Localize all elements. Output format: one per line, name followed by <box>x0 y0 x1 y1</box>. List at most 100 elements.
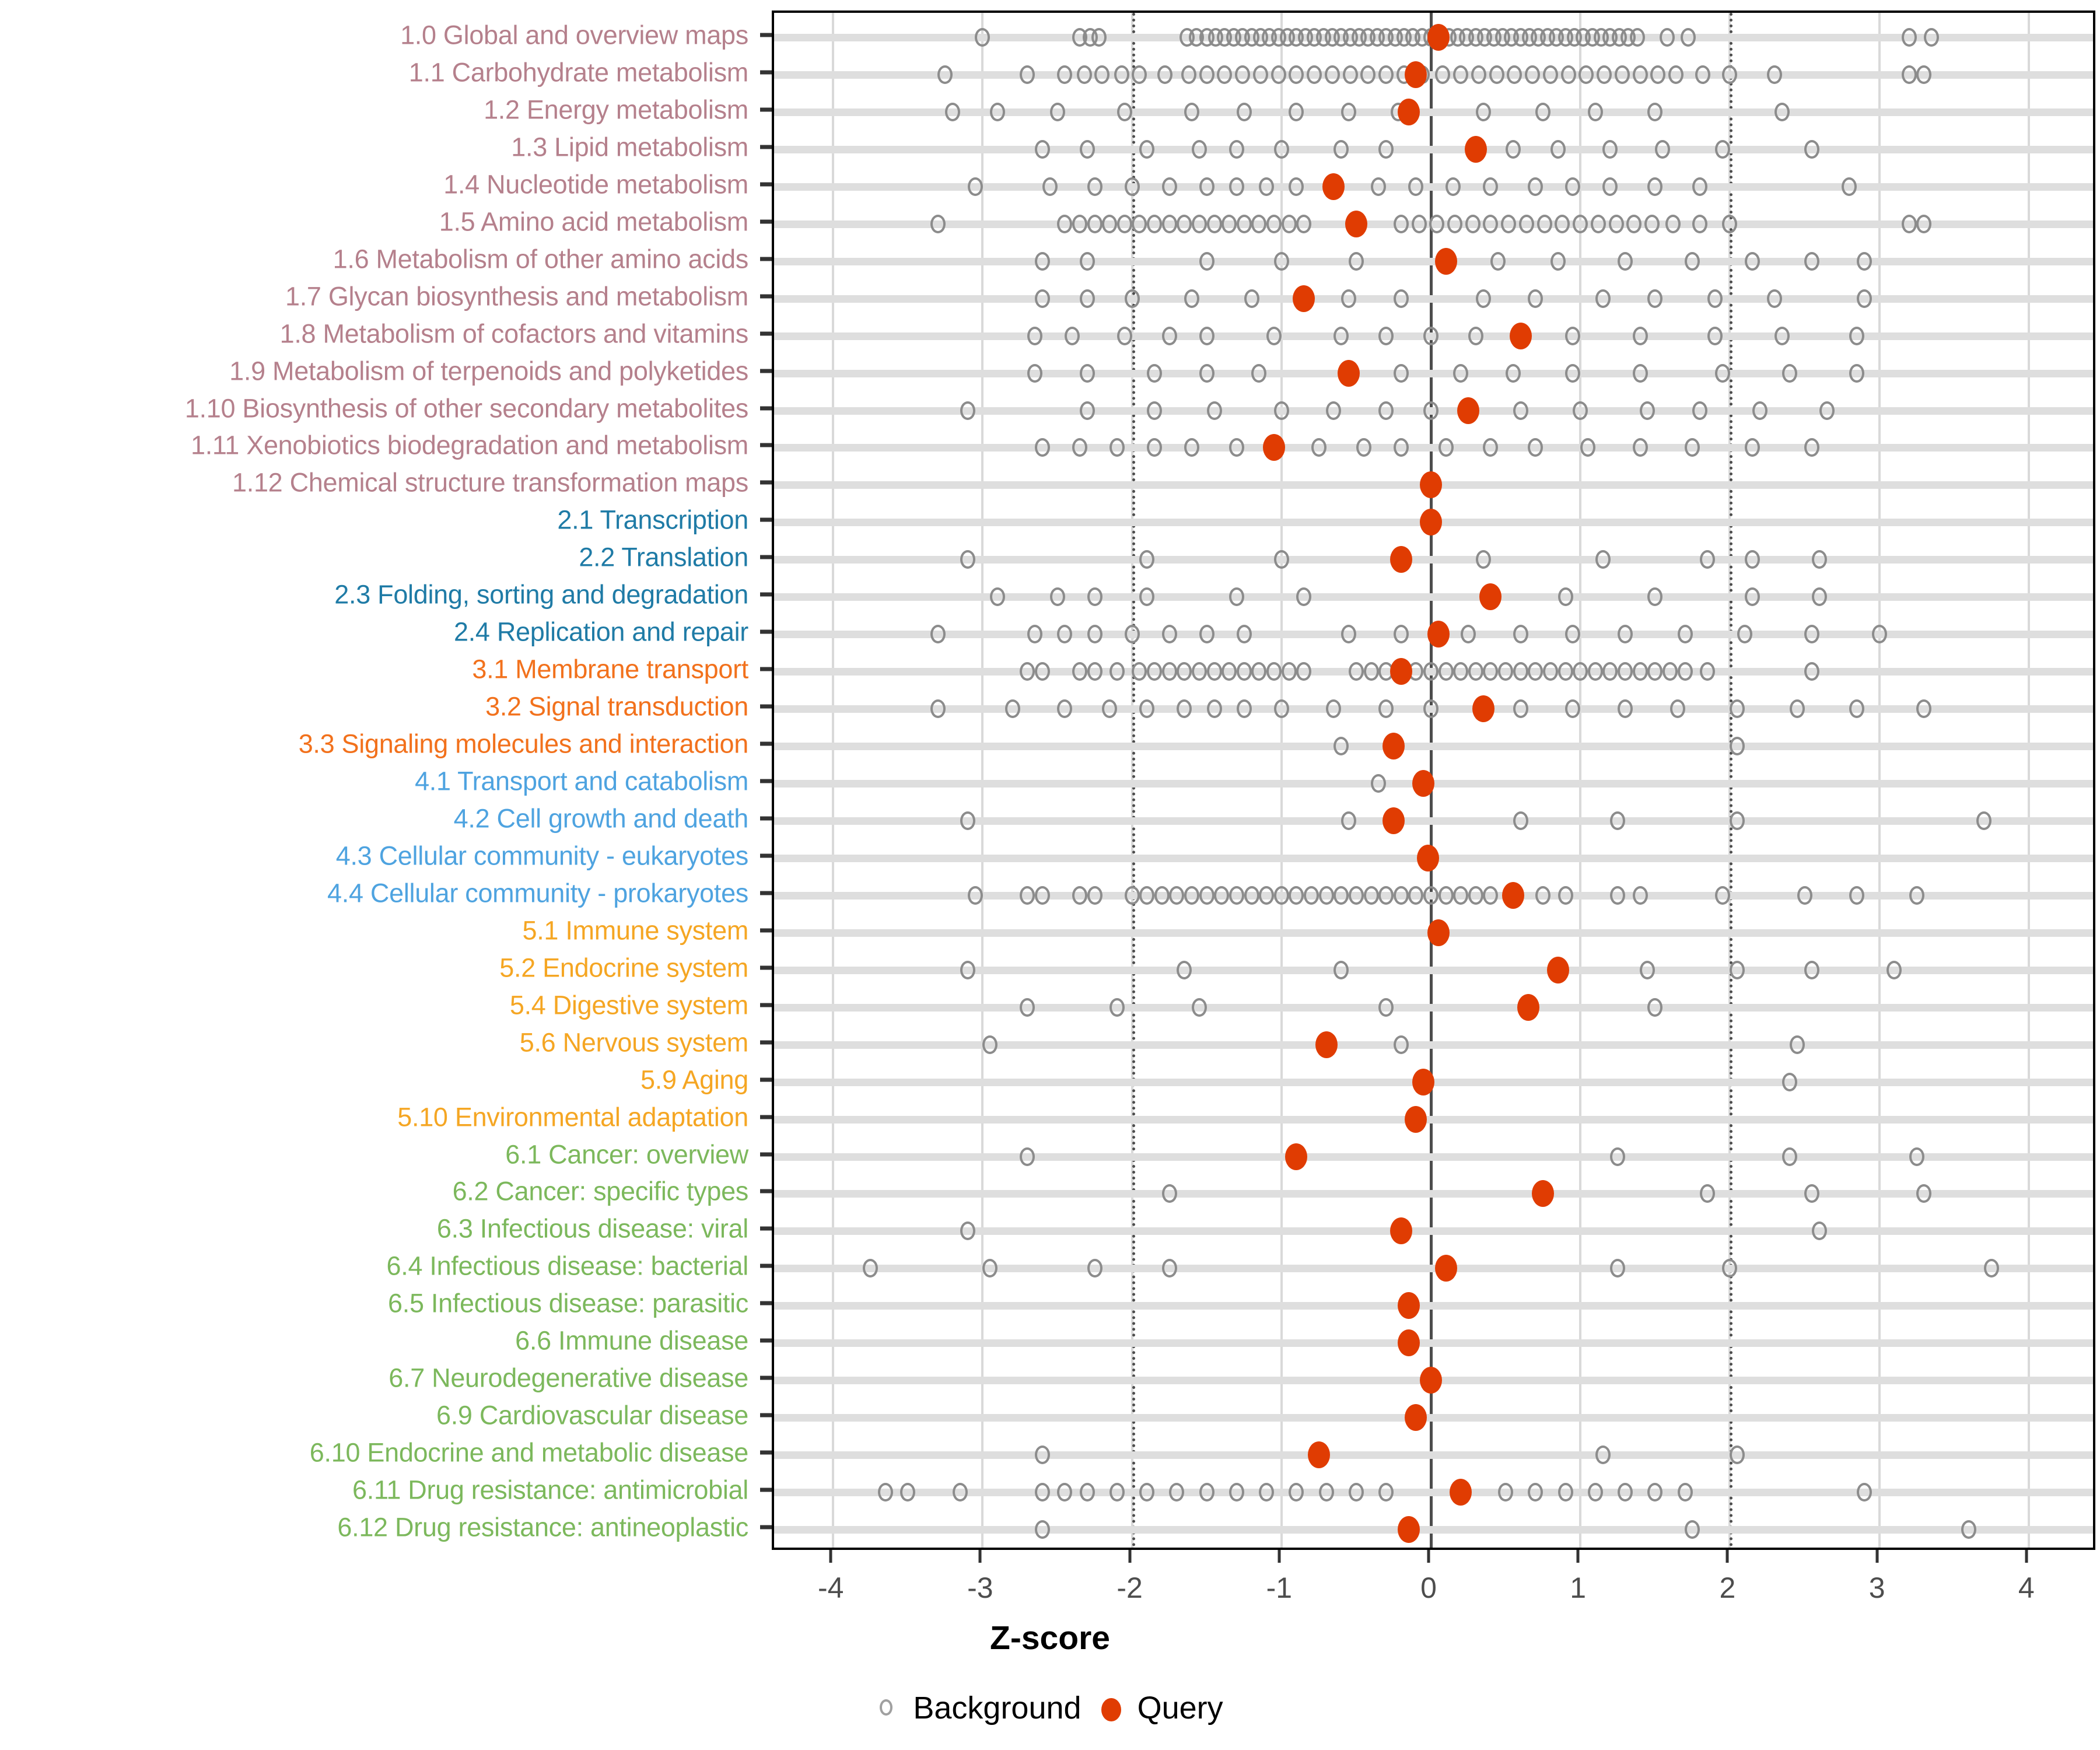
background-point <box>1289 65 1304 84</box>
y-axis-tick <box>760 1226 772 1231</box>
background-point <box>1244 289 1259 308</box>
background-point <box>1034 662 1050 681</box>
background-point <box>1132 662 1147 681</box>
background-point <box>1573 214 1588 233</box>
y-axis-label: 4.2 Cell growth and death <box>453 803 749 834</box>
background-point <box>1005 699 1020 719</box>
x-axis-tick <box>978 1550 982 1563</box>
y-axis-labels: 1.0 Global and overview maps 1.1 Carbohyd… <box>0 0 772 1563</box>
background-point <box>1177 214 1192 233</box>
background-point <box>1079 289 1095 308</box>
background-point <box>1677 662 1693 681</box>
background-point <box>1468 326 1483 345</box>
legend-item-background[interactable]: Background <box>877 1690 1082 1726</box>
background-point <box>1124 886 1140 905</box>
background-point <box>1856 251 1872 271</box>
background-point <box>1602 139 1618 159</box>
background-point <box>1034 886 1050 905</box>
background-point <box>1507 65 1522 84</box>
background-point <box>1161 662 1177 681</box>
background-point <box>1341 102 1357 121</box>
background-point <box>1483 214 1499 233</box>
background-point <box>1042 177 1058 196</box>
background-point <box>1199 251 1214 271</box>
background-point <box>1558 1483 1573 1502</box>
background-point <box>1252 65 1268 84</box>
background-point <box>1251 214 1267 233</box>
y-axis-label: 6.7 Neurodegenerative disease <box>388 1363 748 1393</box>
background-point <box>1199 177 1214 196</box>
y-axis-tick <box>760 1152 772 1156</box>
background-point <box>1680 28 1696 47</box>
background-point <box>1542 662 1558 681</box>
background-point <box>1034 251 1050 271</box>
x-axis-tick <box>1875 1550 1879 1563</box>
background-point <box>1273 251 1289 271</box>
background-point <box>1393 289 1409 308</box>
background-point <box>952 1483 968 1502</box>
background-point <box>1348 251 1364 271</box>
background-point <box>1610 1147 1626 1166</box>
background-point <box>1020 65 1035 84</box>
background-point <box>1273 401 1289 420</box>
query-point <box>1472 695 1494 723</box>
background-point <box>1072 438 1087 457</box>
query-point <box>1390 546 1412 573</box>
query-point <box>1509 322 1532 349</box>
background-point <box>1139 886 1155 905</box>
background-point <box>1034 1483 1050 1502</box>
y-axis-label: 4.4 Cellular community - prokaryotes <box>327 878 748 908</box>
y-axis-tick <box>760 443 772 447</box>
background-point <box>1341 289 1357 308</box>
background-point <box>1565 363 1581 383</box>
background-point <box>1849 326 1865 345</box>
background-point <box>1132 65 1147 84</box>
background-point <box>1640 960 1656 979</box>
background-point <box>1289 177 1304 196</box>
background-point <box>1184 886 1200 905</box>
background-point <box>982 1259 998 1278</box>
background-point <box>1916 699 1932 719</box>
background-point <box>1334 139 1349 159</box>
background-point <box>1535 102 1551 121</box>
background-point <box>1363 886 1379 905</box>
background-point <box>1393 1035 1409 1054</box>
legend-label-background: Background <box>913 1690 1082 1726</box>
background-point <box>1109 438 1125 457</box>
background-point <box>1618 1483 1633 1502</box>
background-point <box>1647 177 1663 196</box>
y-axis-tick <box>760 1301 772 1306</box>
background-point <box>990 102 1006 121</box>
legend-item-query[interactable]: Query <box>1101 1690 1223 1726</box>
background-point <box>1147 214 1163 233</box>
query-point <box>1502 881 1524 909</box>
background-point <box>1360 65 1376 84</box>
background-point <box>1147 438 1163 457</box>
y-axis-tick <box>760 331 772 336</box>
y-axis-tick <box>760 1264 772 1268</box>
background-point <box>1326 401 1342 420</box>
y-axis-tick <box>760 1376 772 1380</box>
background-point <box>1273 699 1289 719</box>
background-point <box>1490 251 1506 271</box>
background-point <box>1076 65 1092 84</box>
background-point <box>1034 1446 1050 1465</box>
background-point <box>1774 102 1790 121</box>
background-point <box>1602 662 1618 681</box>
background-point <box>1647 587 1663 607</box>
background-point <box>1659 28 1675 47</box>
background-point <box>1812 1222 1828 1241</box>
row-guide <box>774 1190 2093 1198</box>
y-axis-tick <box>760 891 772 895</box>
background-point <box>1608 214 1624 233</box>
background-point <box>1730 811 1745 830</box>
background-point <box>1222 662 1237 681</box>
background-point <box>1199 625 1214 644</box>
background-point <box>1618 625 1633 644</box>
background-point <box>1595 550 1611 569</box>
background-point <box>1590 214 1606 233</box>
x-axis-tick-label: -2 <box>1116 1572 1143 1604</box>
query-point <box>1434 1255 1457 1282</box>
background-point <box>1505 363 1521 383</box>
y-axis-tick <box>760 480 772 485</box>
